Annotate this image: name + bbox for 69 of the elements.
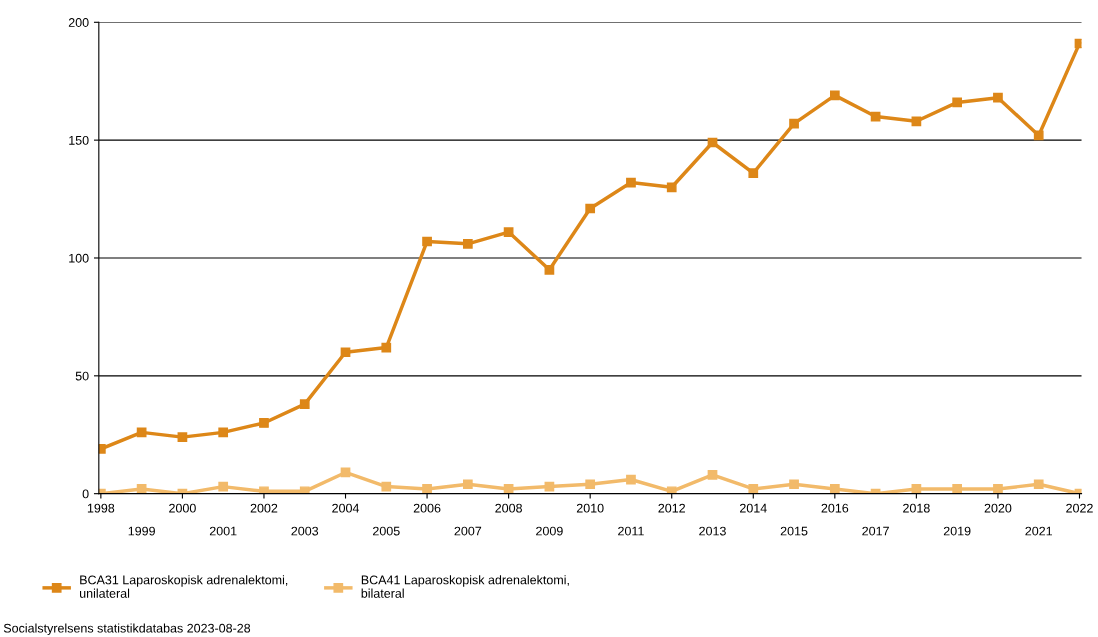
point bbox=[259, 418, 269, 428]
x-tick-label: 2016 bbox=[821, 503, 849, 513]
point bbox=[1033, 479, 1044, 490]
point bbox=[789, 118, 799, 129]
x-tick-label: 2004 bbox=[332, 503, 360, 513]
x-tick-label: 2007 bbox=[454, 526, 482, 536]
point bbox=[422, 484, 432, 494]
point bbox=[585, 203, 596, 214]
point bbox=[503, 227, 514, 237]
point bbox=[299, 486, 310, 494]
point bbox=[259, 486, 269, 494]
point bbox=[626, 177, 636, 188]
point bbox=[340, 347, 351, 358]
point bbox=[911, 116, 922, 127]
point bbox=[993, 92, 1003, 103]
point bbox=[218, 481, 229, 492]
x-tick-label: 2014 bbox=[740, 503, 767, 513]
y-tick-label: 100 bbox=[69, 253, 89, 263]
y-tick-label: 0 bbox=[82, 489, 89, 499]
x-tick-label: 2000 bbox=[169, 503, 196, 513]
point bbox=[585, 479, 596, 490]
legend-label: BCA41 Laparoskopisk adrenalektomi, bilateral bbox=[361, 575, 569, 598]
x-tick-label: 2003 bbox=[291, 526, 319, 536]
point bbox=[299, 399, 310, 409]
point bbox=[422, 236, 432, 247]
legend-label: BCA31 Laparoskopisk adrenalektomi, unilateral bbox=[80, 575, 288, 598]
point bbox=[829, 484, 840, 494]
x-tick-label: 2012 bbox=[658, 503, 686, 513]
point bbox=[952, 484, 963, 494]
point bbox=[381, 342, 392, 353]
x-tick-label: 2018 bbox=[903, 503, 930, 513]
y-tick-label: 150 bbox=[69, 135, 89, 145]
x-tick-label: 1998 bbox=[87, 503, 115, 513]
text: Socialstyrelsens statistikdatabas 2023-08-28 bbox=[3, 623, 251, 636]
point bbox=[1033, 130, 1044, 141]
x-tick-label: 1999 bbox=[128, 526, 155, 536]
x-tick-label: 2009 bbox=[536, 526, 563, 536]
point bbox=[748, 484, 759, 494]
y-tick-label: 50 bbox=[75, 371, 89, 381]
point bbox=[707, 469, 718, 480]
x-tick-label: 2002 bbox=[250, 503, 278, 513]
x-tick-label: 2010 bbox=[576, 503, 604, 513]
point bbox=[462, 479, 473, 490]
point bbox=[829, 90, 840, 101]
x-tick-label: 2006 bbox=[413, 503, 441, 513]
y-tick-label: 200 bbox=[68, 18, 89, 27]
point bbox=[666, 486, 677, 494]
x-tick-label: 2008 bbox=[495, 503, 522, 513]
point bbox=[544, 264, 555, 275]
point bbox=[789, 479, 799, 490]
point bbox=[177, 432, 188, 442]
x-tick-label: 2022 bbox=[1066, 503, 1093, 513]
x-tick-label: 2015 bbox=[780, 526, 808, 536]
x-tick-label: 2001 bbox=[209, 526, 237, 536]
point bbox=[381, 481, 392, 492]
x-tick-label: 2017 bbox=[862, 526, 889, 536]
x-tick-label: 2021 bbox=[1025, 526, 1053, 536]
point bbox=[952, 97, 963, 108]
point bbox=[666, 182, 677, 193]
point bbox=[993, 484, 1003, 494]
x-tick-label: 2011 bbox=[618, 526, 644, 536]
point bbox=[626, 474, 636, 485]
x-tick-label: 2005 bbox=[373, 526, 400, 536]
x-tick-label: 2019 bbox=[943, 526, 971, 536]
x-tick-label: 2013 bbox=[699, 526, 726, 536]
point bbox=[748, 168, 759, 178]
point bbox=[462, 238, 473, 249]
point bbox=[218, 427, 229, 438]
x-tick-label: 2020 bbox=[984, 503, 1012, 513]
